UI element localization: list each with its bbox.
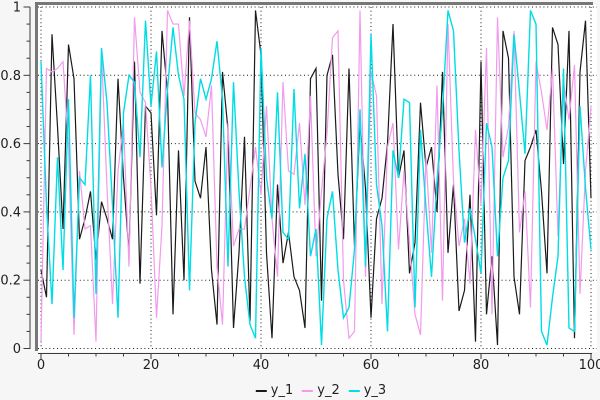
legend-label-y_2: y_2	[317, 383, 340, 398]
x-tick-label: 0	[37, 358, 45, 373]
plot-frame-left	[35, 2, 38, 351]
x-tick-label: 40	[253, 358, 270, 373]
legend-line-sample-y_1	[255, 389, 267, 392]
y-tick-label: 1	[13, 1, 21, 16]
legend-line-sample-y_3	[348, 389, 360, 392]
y-tick-label: 0.6	[0, 137, 21, 152]
x-tick-label: 20	[143, 358, 160, 373]
legend-label-y_1: y_1	[270, 383, 294, 398]
legend: y_1 y_2 y_3	[255, 383, 387, 398]
legend-item-y_1: y_1	[255, 383, 294, 398]
legend-item-y_2: y_2	[302, 383, 340, 398]
series-line-y_2	[40, 10, 592, 342]
x-tick-label: 60	[363, 358, 380, 373]
series-line-y_3	[40, 10, 592, 346]
plot-frame-top	[35, 2, 593, 5]
y-tick-label: 0	[13, 342, 21, 357]
y-tick-label: 0.8	[0, 69, 21, 84]
y-tick-label: 0.2	[0, 274, 21, 289]
legend-line-sample-y_2	[302, 389, 314, 392]
y-tick-label: 0.4	[0, 205, 21, 220]
legend-label-y_3: y_3	[363, 383, 387, 398]
x-tick-label: 100	[579, 358, 600, 373]
x-tick-label: 80	[473, 358, 490, 373]
legend-item-y_3: y_3	[348, 383, 387, 398]
